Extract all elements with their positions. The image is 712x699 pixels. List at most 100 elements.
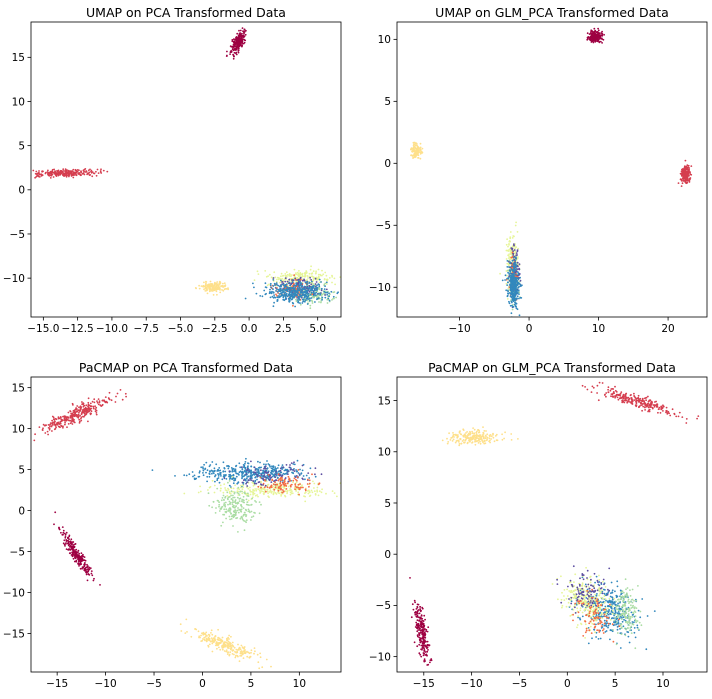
point xyxy=(319,294,322,296)
point xyxy=(290,275,292,278)
point xyxy=(348,473,350,475)
point xyxy=(515,297,518,300)
point xyxy=(79,567,82,570)
point xyxy=(311,473,313,476)
point xyxy=(261,666,264,669)
point xyxy=(508,269,511,272)
point xyxy=(278,295,281,297)
point xyxy=(79,173,82,176)
point xyxy=(95,406,98,409)
point xyxy=(228,638,230,640)
point xyxy=(688,174,690,177)
point xyxy=(84,569,86,572)
point xyxy=(64,533,67,536)
point xyxy=(270,486,273,489)
point xyxy=(237,531,239,533)
point xyxy=(250,516,253,518)
point xyxy=(304,274,307,276)
point xyxy=(272,277,275,279)
point xyxy=(512,284,515,287)
point xyxy=(63,539,66,542)
point xyxy=(35,175,38,178)
point xyxy=(228,642,231,645)
point xyxy=(224,645,227,648)
point xyxy=(209,280,212,283)
point xyxy=(244,297,247,300)
point xyxy=(331,490,334,492)
point xyxy=(296,288,299,291)
point xyxy=(294,286,296,289)
y-tick-label: −10 xyxy=(369,282,391,294)
point xyxy=(229,651,232,654)
point xyxy=(509,250,512,253)
point xyxy=(73,560,76,563)
point xyxy=(230,498,233,500)
point xyxy=(305,279,308,282)
point xyxy=(198,284,201,287)
point xyxy=(300,472,303,474)
point xyxy=(320,289,323,292)
point xyxy=(339,276,341,278)
point xyxy=(216,644,219,647)
point xyxy=(261,295,264,298)
point xyxy=(214,475,216,478)
point xyxy=(257,460,259,463)
point xyxy=(76,405,79,407)
point xyxy=(35,170,38,173)
point xyxy=(515,266,518,268)
point xyxy=(229,511,232,513)
point xyxy=(284,296,287,298)
point xyxy=(207,633,210,636)
point xyxy=(506,274,508,277)
point xyxy=(70,538,73,541)
point xyxy=(59,422,62,425)
point xyxy=(299,483,301,485)
point xyxy=(251,497,254,500)
point xyxy=(421,147,424,150)
point xyxy=(198,471,201,474)
point xyxy=(284,482,287,485)
point xyxy=(252,480,255,482)
point xyxy=(301,285,304,287)
point xyxy=(94,408,97,411)
point xyxy=(591,40,594,43)
point xyxy=(220,499,223,502)
point xyxy=(151,469,154,471)
point xyxy=(238,29,240,32)
point xyxy=(80,171,83,174)
point xyxy=(241,481,244,484)
point xyxy=(685,171,688,174)
point xyxy=(601,30,603,33)
point xyxy=(89,412,92,415)
point xyxy=(317,268,320,271)
point xyxy=(78,418,81,421)
point xyxy=(292,469,295,471)
point xyxy=(213,484,216,487)
point xyxy=(297,469,300,471)
point xyxy=(518,282,521,285)
point xyxy=(266,486,269,489)
point xyxy=(260,503,262,506)
point xyxy=(289,468,292,471)
point xyxy=(200,634,202,637)
point xyxy=(515,258,517,260)
point xyxy=(235,651,238,654)
point xyxy=(507,292,509,295)
x-tick-label: −10.0 xyxy=(96,323,128,335)
point xyxy=(255,292,258,295)
point xyxy=(222,491,225,494)
point xyxy=(286,489,289,492)
point xyxy=(119,389,122,391)
point xyxy=(511,259,514,262)
point xyxy=(236,44,239,47)
point xyxy=(232,645,235,648)
point xyxy=(232,49,235,52)
point xyxy=(213,467,216,470)
point xyxy=(219,487,222,490)
point xyxy=(507,250,510,253)
point xyxy=(320,295,323,297)
cluster-1 xyxy=(33,389,127,442)
point xyxy=(517,286,520,289)
point xyxy=(103,400,106,403)
point xyxy=(295,298,297,301)
